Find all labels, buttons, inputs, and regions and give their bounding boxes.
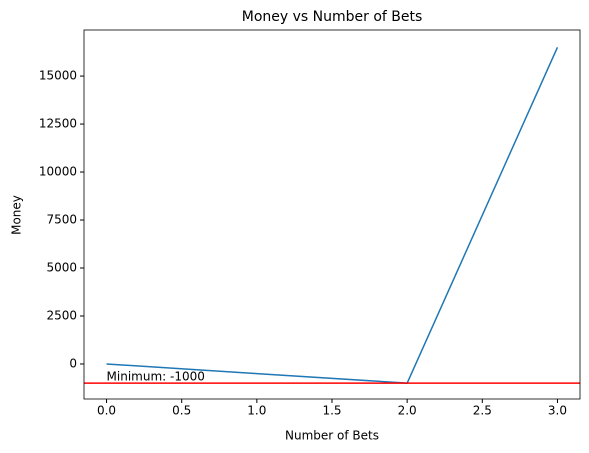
y-tick-label: 5000	[46, 261, 77, 275]
annotation: Minimum: -1000	[107, 370, 205, 384]
y-tick-label: 7500	[46, 213, 77, 227]
x-tick-label: 1.5	[322, 404, 341, 418]
x-tick-label: 1.0	[247, 404, 266, 418]
y-tick-label: 15000	[39, 69, 77, 83]
chart-title: Money vs Number of Bets	[242, 9, 423, 25]
y-tick-label: 0	[69, 356, 77, 370]
y-tick-label: 10000	[39, 165, 77, 179]
x-tick-label: 2.5	[473, 404, 492, 418]
y-tick-label: 12500	[39, 117, 77, 131]
plot-frame	[83, 29, 581, 400]
x-tick-label: 0.0	[97, 404, 116, 418]
x-tick-label: 0.5	[172, 404, 191, 418]
y-tick-label: 2500	[46, 308, 77, 322]
x-tick-label: 2.0	[398, 404, 417, 418]
y-axis-label: Money	[10, 195, 24, 235]
x-axis-label: Number of Bets	[285, 429, 379, 443]
x-tick-label: 3.0	[548, 404, 567, 418]
data-line	[106, 46, 559, 384]
